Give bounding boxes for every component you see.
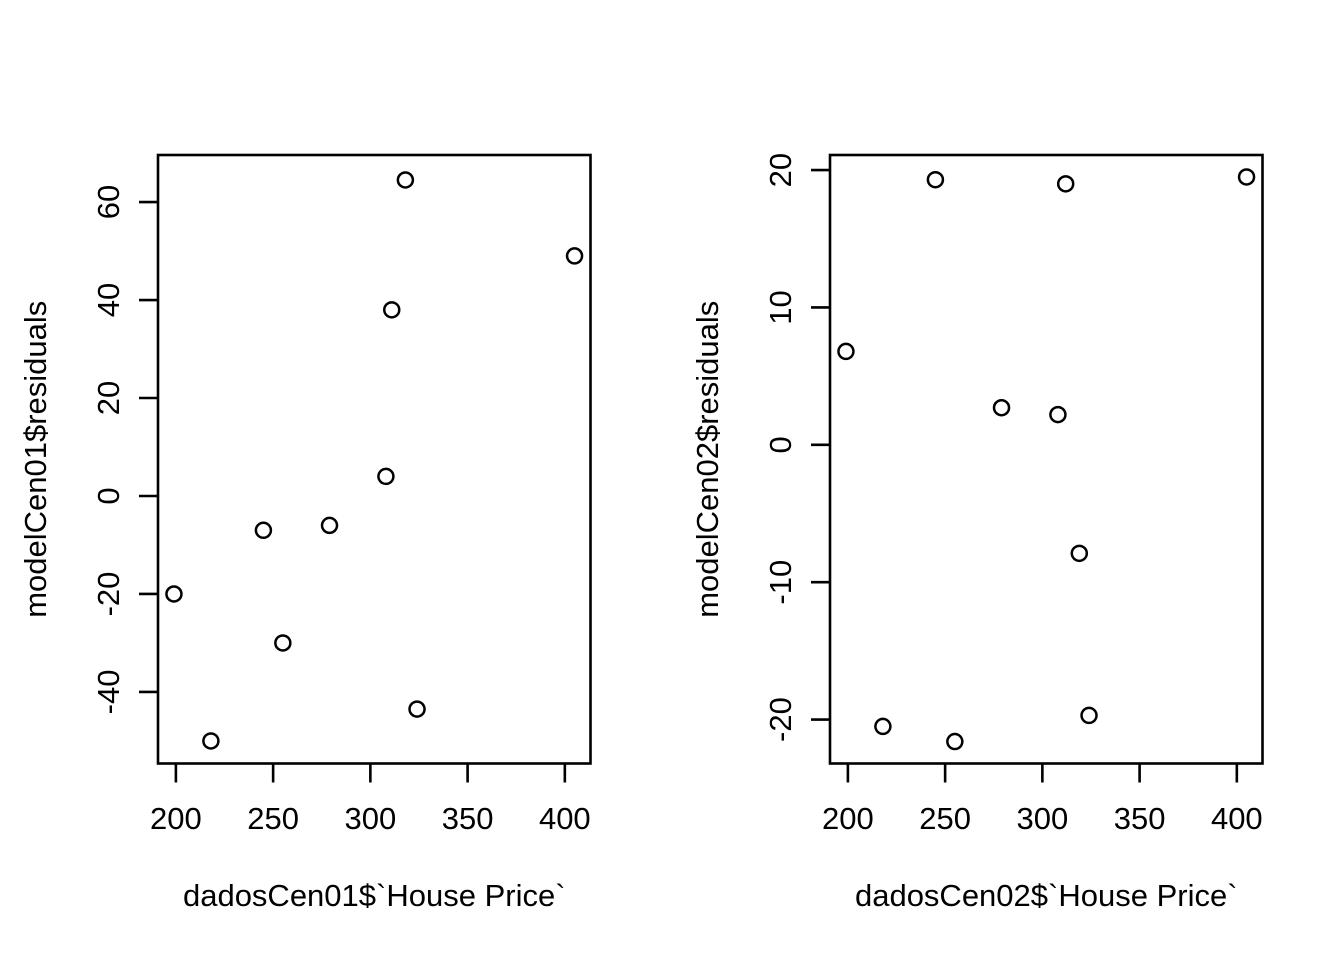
y-axis-tick-label: 20: [763, 153, 798, 187]
y-axis-tick-label: 0: [91, 487, 126, 504]
y-axis-tick-label: 20: [91, 381, 126, 415]
y-axis-tick-label: -20: [91, 572, 126, 617]
x-axis-tick-label: 250: [247, 801, 299, 836]
x-axis-title: dadosCen01$`House Price`: [183, 878, 566, 913]
data-point: [1056, 175, 1075, 193]
data-point: [1049, 405, 1067, 424]
data-point: [926, 170, 945, 189]
left-scatter-plot: 200 250 300 350 400 -40 -20 0 20 40 60 dadosCen01$`…: [18, 153, 592, 913]
x-axis-tick-label: 250: [919, 801, 971, 836]
x-axis-tick-label: 350: [1114, 801, 1166, 836]
data-point: [165, 585, 183, 603]
right-scatter-plot: 200 250 300 350 400 -20 -10 0 10 20 dadosCen02$`Ho…: [690, 153, 1264, 913]
data-point: [396, 171, 415, 189]
y-axis-tick-label: 0: [763, 436, 798, 453]
data-point: [565, 247, 584, 265]
y-axis-tick-label: 40: [91, 283, 126, 317]
x-axis-tick-label: 300: [1016, 801, 1068, 836]
y-axis-tick-label: 10: [763, 290, 798, 324]
data-point: [837, 342, 855, 361]
data-point: [383, 301, 401, 319]
plot-box: [828, 153, 1264, 765]
data-point: [1237, 168, 1256, 186]
data-point: [992, 398, 1011, 417]
plot-box: [156, 153, 592, 765]
y-axis-tick-label: -10: [763, 560, 798, 605]
data-point: [408, 700, 426, 718]
y-axis-title: modelCen02$residuals: [690, 301, 725, 618]
x-axis-tick-label: 300: [344, 801, 396, 836]
x-axis-tick-label: 400: [1211, 801, 1263, 836]
x-axis-tick-label: 400: [539, 801, 591, 836]
data-point: [377, 467, 395, 486]
y-axis-tick-label: -20: [763, 697, 798, 742]
y-axis-tick-label: -40: [91, 670, 126, 715]
data-point: [254, 521, 273, 540]
x-axis-tick-label: 350: [442, 801, 494, 836]
data-point: [1080, 706, 1098, 725]
data-point: [202, 732, 220, 750]
x-axis-tick-label: 200: [822, 801, 874, 836]
x-axis-tick-label: 200: [150, 801, 202, 836]
data-point: [320, 516, 339, 535]
x-axis-title: dadosCen02$`House Price`: [855, 878, 1238, 913]
data-point: [874, 717, 892, 736]
y-axis-tick-label: 60: [91, 185, 126, 219]
data-point: [946, 732, 964, 751]
data-point: [274, 634, 292, 652]
y-axis-title: modelCen01$residuals: [18, 301, 53, 618]
data-point: [1070, 544, 1089, 563]
